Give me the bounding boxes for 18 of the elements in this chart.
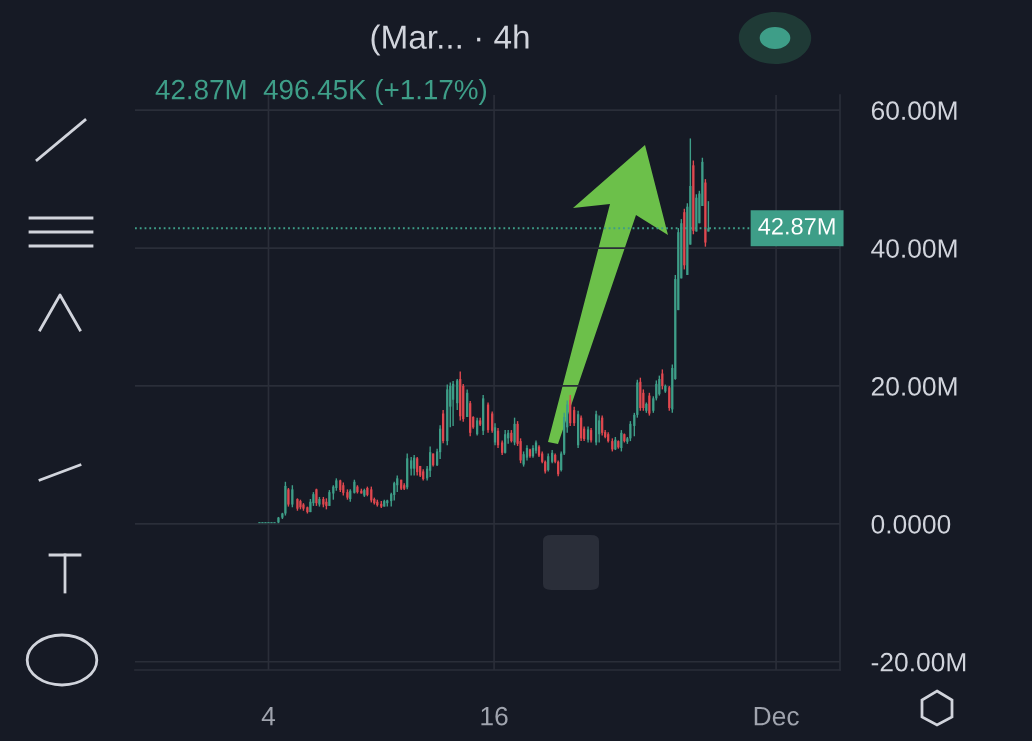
x-tick-label: 16 [481,706,508,726]
annotation: 42.87M 496.45K (+1.17%) [155,79,487,105]
candlestick [296,497,299,512]
candlestick [315,487,318,507]
y-tick-label: 20.00M [871,377,957,396]
x-tick-label: 4 [261,707,276,726]
candlestick [287,487,290,508]
x-tick-label: Dec [754,707,799,726]
candlestick [322,496,325,508]
y-tick-label: 40.00M [871,239,957,258]
y-tick-label: -20.00M [871,652,966,672]
candlestick [306,505,309,515]
candlestick [328,489,331,507]
y-tick-label: 0.0000 [871,514,951,534]
ref-line-label: 42.87M [758,217,835,235]
y-tick-label: 60.00M [871,101,957,120]
chart-title: (Mar... · 4h [371,24,529,56]
candlestick [318,496,321,508]
